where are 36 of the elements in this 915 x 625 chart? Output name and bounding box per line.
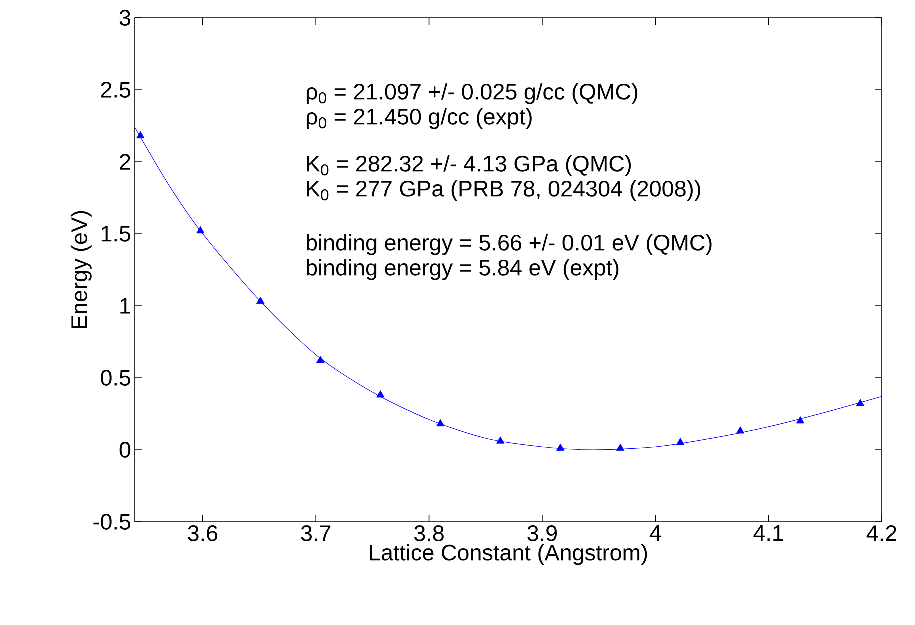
x-axis-title: Lattice Constant (Angstrom)	[370, 544, 648, 566]
point	[556, 444, 565, 452]
y-tick-label: 0.5	[101, 370, 131, 386]
y-tick-label: 3	[120, 10, 130, 26]
point	[316, 356, 325, 364]
point	[376, 390, 385, 398]
point	[796, 416, 805, 424]
x-tick-label: 4.1	[754, 526, 784, 541]
x-tick-label: 3.6	[188, 526, 218, 542]
annotation: ρ$_{0}$ = 21.097 +/- 0.025 g/cc (QMC)	[306, 83, 638, 104]
x-tick-label: 3.7	[301, 526, 331, 542]
point	[856, 399, 865, 406]
x-tick-label: 3.9	[528, 526, 558, 542]
point	[436, 419, 445, 427]
annotation: K$_{0}$ = 282.32 +/- 4.13 GPa (QMC)	[307, 155, 631, 176]
point	[196, 226, 205, 234]
y-axis-title: Energy (eV)	[70, 211, 92, 328]
y-tick-label: 2	[120, 154, 130, 170]
point	[136, 131, 145, 139]
y-tick-label: 1	[120, 298, 130, 314]
y-tick-label: 1.5	[102, 226, 131, 242]
x-tick-label: 4.2	[866, 526, 896, 542]
x-tick-label: 3.8	[414, 526, 444, 542]
y-tick-label: -0.5	[94, 514, 131, 530]
point	[616, 444, 625, 452]
annotation: binding energy = 5.66 +/- 0.01 eV (QMC)	[306, 234, 712, 256]
x-tick-label: 4	[650, 526, 662, 541]
point	[736, 426, 745, 434]
point	[496, 436, 505, 444]
point	[256, 296, 265, 304]
point	[676, 438, 685, 446]
y-tick-label: 2.5	[101, 82, 131, 98]
annotation: binding energy = 5.84 eV (expt)	[306, 259, 619, 280]
annotation: ρ$_{0}$ = 21.450 g/cc (expt)	[306, 108, 532, 130]
y-tick-label: 0	[120, 442, 131, 458]
annotation: K$_{0}$ = 277 GPa (PRB 78, 024304 (2008))	[307, 180, 700, 202]
